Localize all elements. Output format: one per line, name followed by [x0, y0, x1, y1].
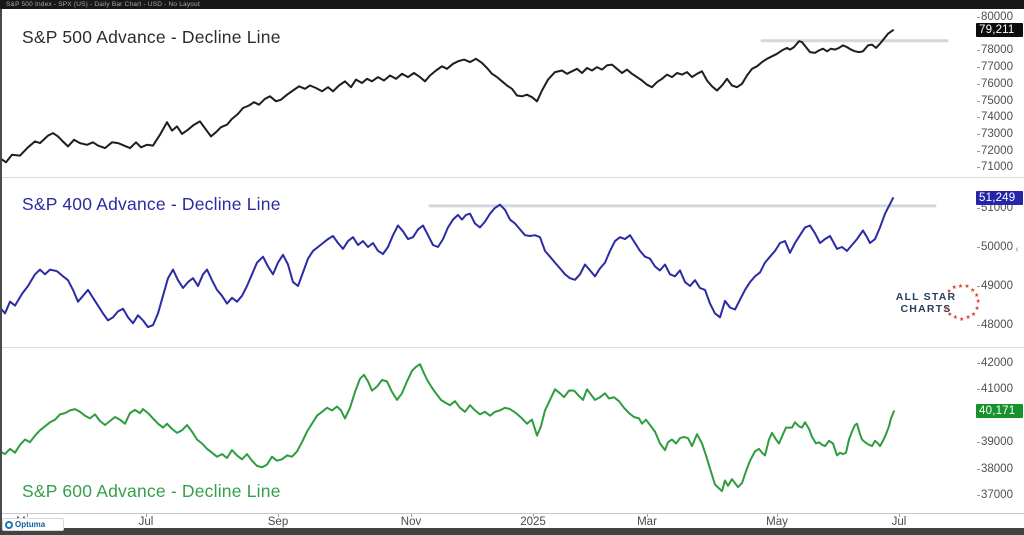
y-tick-label: 49000	[981, 280, 1013, 292]
x-tick-label: 2025	[520, 516, 546, 528]
star-icon: ★	[974, 293, 980, 299]
y-tick-mark	[977, 67, 980, 68]
x-tick-label: Jul	[891, 516, 907, 528]
x-tick-label: May	[766, 516, 788, 528]
y-tick-mark	[977, 208, 980, 209]
x-tick-mark	[777, 514, 778, 517]
y-tick-label: 78000	[981, 44, 1013, 56]
star-icon: ★	[964, 284, 970, 291]
star-icon: ★	[957, 283, 964, 290]
y-tick-mark	[977, 286, 980, 287]
y-tick-label: 48000	[981, 319, 1013, 331]
star-icon: ★	[970, 287, 976, 294]
x-tick-mark	[899, 514, 900, 517]
star-icon: ★	[943, 305, 949, 312]
watermark-line2: CHARTS	[900, 303, 952, 315]
y-tick-mark	[977, 50, 980, 51]
y-tick-label: 41000	[981, 383, 1013, 395]
star-icon: ★	[946, 289, 952, 296]
star-icon: ★	[951, 285, 957, 292]
y-tick-label: 51000	[981, 202, 1013, 214]
star-icon: ★	[947, 311, 953, 318]
y-tick-mark	[977, 495, 980, 496]
all-star-charts-watermark: ALL STAR CHARTS ★ ★ ★ ★ ★ ★ ★ ★ ★ ★ ★ ★ ★ ★	[893, 284, 988, 326]
window-title: S&P 500 Index - SPX (US) - Daily Bar Cha…	[6, 1, 200, 8]
y-tick-mark	[977, 134, 980, 135]
y-tick-label: 71000	[981, 161, 1013, 173]
y-tick-label: 72000	[981, 145, 1013, 157]
x-tick-mark	[533, 514, 534, 517]
y-tick-label: 42000	[981, 357, 1013, 369]
axis-collapse-chevron-icon[interactable]: ‹	[1015, 244, 1019, 255]
watermark-line1: ALL STAR	[895, 291, 957, 303]
y-tick-mark	[977, 84, 980, 85]
y-tick-label: 75000	[981, 95, 1013, 107]
y-tick-label: 50000	[981, 241, 1013, 253]
window-titlebar: S&P 500 Index - SPX (US) - Daily Bar Cha…	[0, 0, 1024, 9]
optuma-icon	[5, 520, 13, 529]
y-tick-mark	[977, 117, 980, 118]
y-tick-mark	[977, 442, 980, 443]
y-tick-mark	[977, 363, 980, 364]
all-star-charts-text: ALL STAR CHARTS	[893, 291, 959, 315]
last-value-badge-sp500-ad-line: 79,211	[976, 23, 1023, 37]
star-icon: ★	[959, 316, 965, 323]
y-tick-label: 74000	[981, 111, 1013, 123]
y-tick-label: 73000	[981, 128, 1013, 140]
star-icon: ★	[965, 315, 971, 322]
y-tick-mark	[977, 151, 980, 152]
x-tick-mark	[278, 514, 279, 517]
y-tick-mark	[977, 469, 980, 470]
x-tick-mark	[146, 514, 147, 517]
window-left-edge	[0, 9, 2, 528]
x-axis[interactable]: MayJulSepNov2025MarMayJul	[0, 513, 1024, 528]
y-tick-mark	[977, 167, 980, 168]
panel-title-sp400[interactable]: S&P 400 Advance - Decline Line	[22, 194, 281, 214]
panel-title-sp500[interactable]: S&P 500 Advance - Decline Line	[22, 27, 281, 47]
x-tick-mark	[411, 514, 412, 517]
x-tick-label: Sep	[267, 516, 289, 528]
x-tick-mark	[27, 514, 28, 517]
last-value-badge-sp600-ad-line: 40,171	[976, 404, 1023, 418]
y-tick-label: 37000	[981, 489, 1013, 501]
window-bottom-bar	[0, 528, 1024, 535]
panel-title-sp600[interactable]: S&P 600 Advance - Decline Line	[22, 481, 281, 501]
series-sp600-ad-line[interactable]	[0, 363, 895, 493]
series-sp500-ad-line[interactable]	[0, 29, 894, 164]
star-icon: ★	[975, 299, 981, 306]
x-tick-label: Mar	[637, 516, 657, 528]
last-value-badge-sp400-ad-line: 51,249	[976, 191, 1023, 205]
optuma-label: Optuma	[15, 520, 46, 529]
star-icon: ★	[974, 305, 980, 312]
y-tick-mark	[977, 247, 980, 248]
y-tick-label: 80000	[981, 11, 1013, 23]
x-tick-label: Nov	[400, 516, 422, 528]
y-tick-label: 76000	[981, 78, 1013, 90]
x-tick-label: Jul	[138, 516, 154, 528]
y-tick-mark	[977, 17, 980, 18]
y-tick-mark	[977, 389, 980, 390]
y-tick-label: 77000	[981, 61, 1013, 73]
star-icon: ★	[952, 315, 958, 322]
panel-separator	[2, 347, 1024, 348]
y-tick-mark	[977, 101, 980, 102]
x-tick-mark	[647, 514, 648, 517]
panel-separator	[2, 177, 1024, 178]
star-icon: ★	[970, 311, 977, 318]
y-tick-label: 38000	[981, 463, 1013, 475]
y-tick-mark	[977, 325, 980, 326]
series-sp400-ad-line[interactable]	[0, 197, 894, 329]
optuma-logo: Optuma	[2, 518, 64, 531]
y-tick-label: 39000	[981, 436, 1013, 448]
